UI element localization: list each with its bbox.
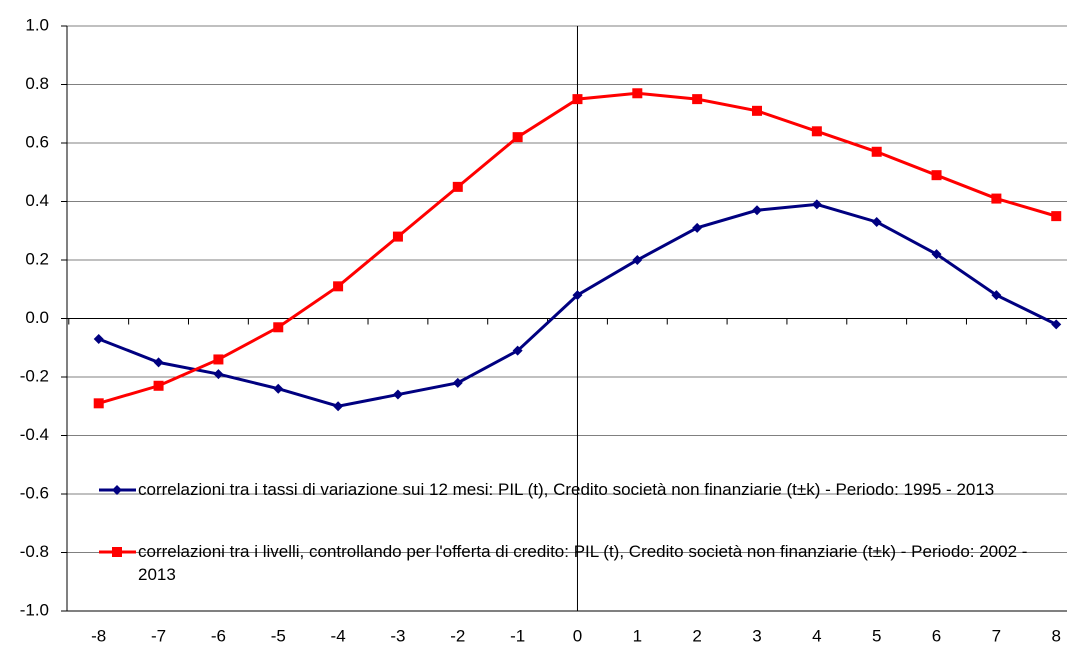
marker	[811, 199, 822, 210]
marker	[112, 547, 122, 557]
marker	[273, 383, 284, 394]
marker	[213, 354, 224, 365]
marker	[333, 281, 344, 292]
marker	[752, 105, 763, 116]
marker	[93, 398, 104, 409]
marker	[452, 377, 463, 388]
y-tick-label: -0.4	[20, 425, 49, 444]
legend-label: correlazioni tra i tassi di variazione s…	[138, 480, 995, 499]
marker	[273, 322, 284, 333]
marker	[112, 485, 122, 495]
y-tick-label: -0.2	[20, 366, 49, 385]
marker	[871, 216, 882, 227]
x-tick-label: -7	[151, 626, 166, 645]
y-tick-label: 1.0	[25, 15, 49, 34]
marker	[392, 231, 403, 242]
marker	[333, 401, 344, 412]
marker	[153, 357, 164, 368]
marker	[632, 255, 643, 265]
marker	[1051, 211, 1062, 222]
x-tick-label: 0	[573, 626, 582, 645]
marker	[512, 132, 523, 143]
x-tick-label: -1	[510, 626, 525, 645]
marker	[452, 181, 463, 192]
y-tick-label: 0.4	[25, 191, 49, 210]
y-tick-label: 0.0	[25, 308, 49, 327]
marker	[392, 389, 403, 400]
x-tick-label: 7	[992, 626, 1001, 645]
y-tick-label: 0.8	[25, 74, 49, 93]
marker	[1051, 319, 1062, 330]
marker	[93, 333, 104, 344]
x-tick-label: -5	[271, 626, 286, 645]
marker	[871, 146, 882, 157]
marker	[512, 345, 523, 356]
marker	[632, 88, 643, 99]
x-tick-label: 2	[692, 626, 701, 645]
y-tick-label: -1.0	[20, 600, 49, 619]
y-tick-label: -0.8	[20, 542, 49, 561]
marker	[991, 290, 1002, 301]
marker	[811, 126, 822, 137]
legend-label: correlazioni tra i livelli, controllando…	[138, 542, 1028, 584]
x-tick-label: -4	[331, 626, 346, 645]
x-tick-label: -8	[91, 626, 106, 645]
x-tick-label: -3	[390, 626, 405, 645]
marker	[692, 94, 703, 105]
marker	[692, 222, 703, 233]
x-tick-label: 4	[812, 626, 821, 645]
marker	[931, 249, 942, 260]
x-tick-label: -6	[211, 626, 226, 645]
marker	[752, 205, 763, 216]
x-tick-label: 1	[633, 626, 642, 645]
marker	[931, 170, 942, 181]
x-tick-label: -2	[450, 626, 465, 645]
x-tick-label: 5	[872, 626, 881, 645]
marker	[213, 369, 224, 380]
marker	[153, 380, 164, 391]
x-tick-label: 6	[932, 626, 941, 645]
y-tick-label: -0.6	[20, 483, 49, 502]
marker	[991, 193, 1002, 204]
y-tick-label: 0.2	[25, 249, 49, 268]
marker	[572, 290, 583, 301]
marker	[572, 94, 583, 105]
x-tick-label: 3	[752, 626, 761, 645]
y-tick-label: 0.6	[25, 132, 49, 151]
x-tick-label: 8	[1051, 626, 1060, 645]
